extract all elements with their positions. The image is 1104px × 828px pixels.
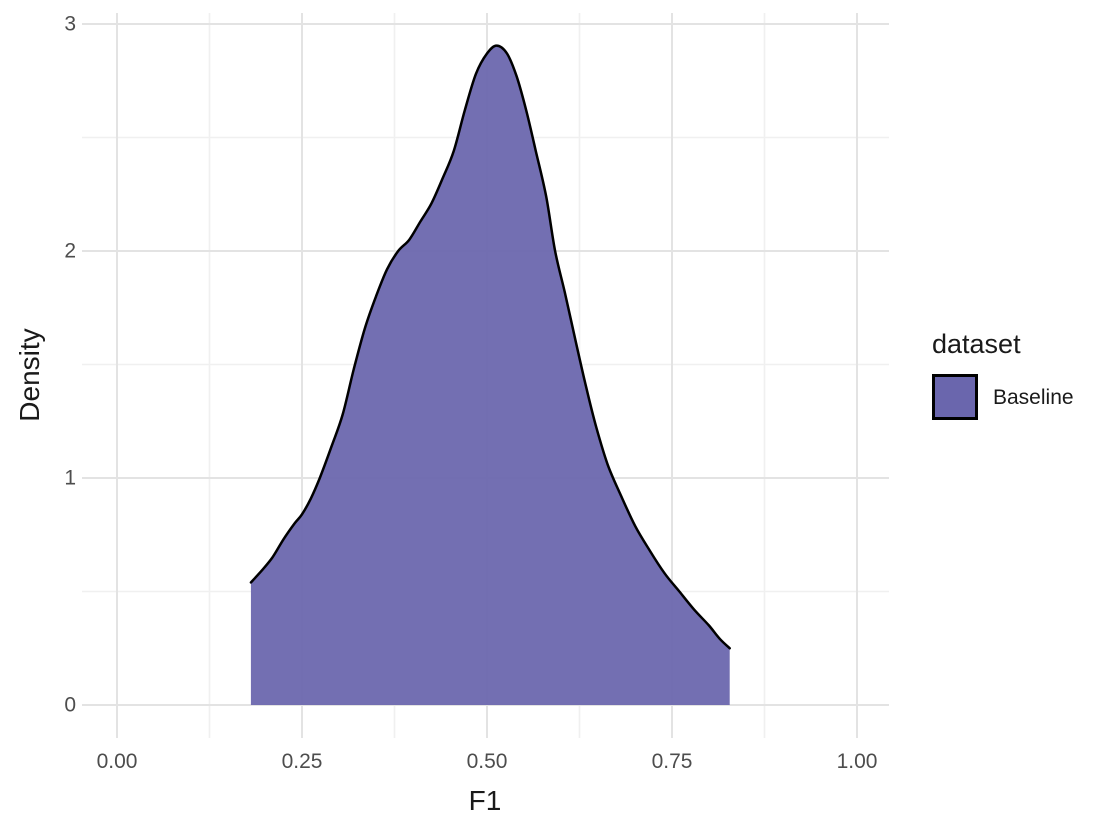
y-axis-title: Density [14, 328, 45, 422]
x-tick-label: 0.00 [96, 750, 138, 773]
y-tick-label: 0 [64, 693, 76, 717]
density-area-fill [250, 45, 730, 706]
x-tick-label: 0.50 [466, 750, 508, 773]
legend-title: dataset [932, 329, 1021, 359]
density-outline [249, 44, 731, 650]
x-tick-label: 0.75 [651, 750, 693, 773]
x-tick-label: 0.25 [281, 750, 323, 773]
legend: dataset Baseline [932, 331, 1074, 420]
legend-key-swatch [932, 374, 978, 420]
y-tick-label: 1 [64, 466, 76, 490]
y-tick-label: 2 [64, 239, 76, 263]
legend-entry-label: Baseline [993, 385, 1074, 409]
legend-entry-baseline: Baseline [932, 374, 1074, 420]
x-tick-label: 1.00 [836, 750, 878, 773]
x-axis-title: F1 [468, 785, 502, 816]
y-tick-label: 3 [64, 12, 76, 36]
